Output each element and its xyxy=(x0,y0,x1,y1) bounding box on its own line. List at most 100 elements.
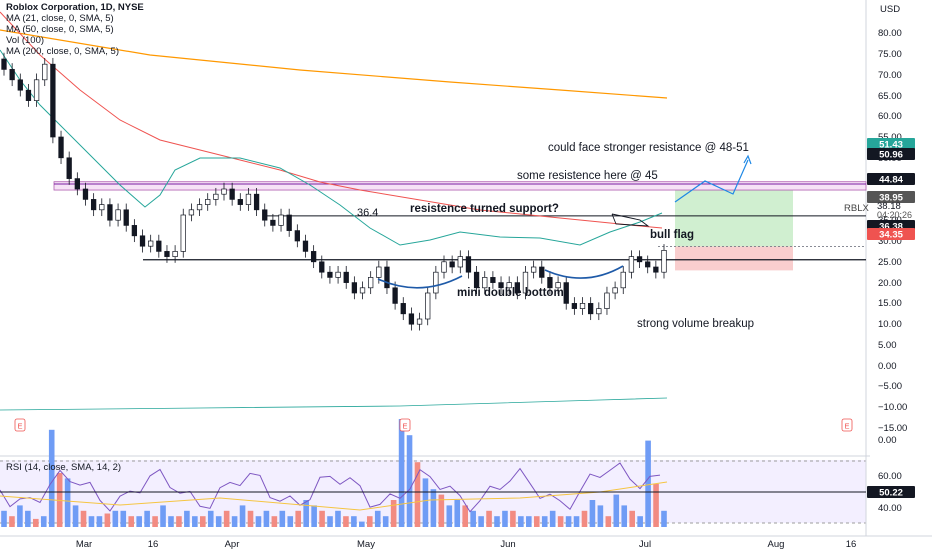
candle-body xyxy=(368,277,374,289)
rsi-legend: RSI (14, close, SMA, 14, 2) xyxy=(6,462,121,473)
candle-body xyxy=(1,58,7,70)
volume-bar xyxy=(645,440,651,527)
volume-bar xyxy=(104,513,111,527)
earnings-marker xyxy=(399,418,411,432)
volume-bar xyxy=(176,516,182,527)
candle-body xyxy=(286,214,292,231)
candle-body xyxy=(123,209,129,226)
candle-body xyxy=(555,282,561,289)
time-label: Jul xyxy=(639,539,651,550)
price-badge-text: 44.84 xyxy=(879,175,903,186)
candle-body xyxy=(571,303,578,309)
price-badge xyxy=(867,138,915,150)
price-badge-text: 34.35 xyxy=(879,230,903,241)
volume-bar xyxy=(311,505,317,527)
candle-body xyxy=(237,199,243,205)
volume-bar xyxy=(136,516,142,527)
price-tick-label: 65.00 xyxy=(878,91,902,102)
candle-body xyxy=(376,266,382,278)
volume-bar xyxy=(80,510,87,527)
volume-bar xyxy=(422,478,429,527)
earnings-letter: E xyxy=(402,422,407,431)
volume-bar xyxy=(366,516,373,527)
volume-bar xyxy=(486,510,492,527)
volume-bar xyxy=(510,510,516,527)
candle-body xyxy=(579,303,586,309)
price-tick-label: −10.00 xyxy=(878,402,907,413)
volume-bar xyxy=(470,510,476,527)
candle-body xyxy=(335,271,341,278)
volume-bar xyxy=(438,494,445,527)
volume-bar xyxy=(160,505,166,527)
price-badge xyxy=(867,486,915,498)
volume-bar xyxy=(64,478,71,527)
candle-body xyxy=(164,251,170,257)
volume-bar xyxy=(287,516,294,527)
price-badge-text: 36.38 xyxy=(879,222,903,233)
volume-bar xyxy=(247,510,254,527)
candle-body xyxy=(245,193,252,205)
candle-body xyxy=(213,193,219,200)
price-tick-label: 15.00 xyxy=(878,298,902,309)
candle-body xyxy=(547,277,553,289)
volume-bar xyxy=(255,516,262,527)
volume-bar xyxy=(565,516,572,527)
candle-body xyxy=(433,271,439,294)
time-label: Apr xyxy=(225,539,240,550)
candle-body xyxy=(33,79,40,101)
candle-body xyxy=(172,251,178,257)
candle-body xyxy=(50,63,56,138)
volume-bar xyxy=(351,516,357,527)
price-tick-label: 80.00 xyxy=(878,28,902,39)
volume-bar xyxy=(581,510,588,527)
ma21-line xyxy=(0,49,663,246)
currency-label: USD xyxy=(880,4,900,15)
price-tick-label: −5.00 xyxy=(878,381,902,392)
annotation-level-label: 36.4 xyxy=(357,207,378,219)
candle-body xyxy=(42,63,48,81)
volume-bar xyxy=(144,510,150,527)
earnings-marker xyxy=(14,418,26,432)
volume-bar xyxy=(454,500,461,527)
earnings-marker xyxy=(841,418,853,432)
volume-bar xyxy=(494,516,500,527)
volume-bar xyxy=(215,516,222,527)
projection-path xyxy=(674,159,749,203)
candle-body xyxy=(58,136,64,159)
candle-body xyxy=(400,303,406,315)
candle-body xyxy=(9,69,15,81)
rsi-tick-label: 60.00 xyxy=(878,471,902,482)
candle-body xyxy=(661,250,667,273)
candle-body xyxy=(457,256,463,268)
volume-bar xyxy=(573,516,580,527)
price-tick-label: 25.00 xyxy=(878,257,902,268)
candle-body xyxy=(416,318,423,325)
volume-bar xyxy=(661,510,667,527)
candle-body xyxy=(180,214,186,252)
candle-body xyxy=(449,261,455,268)
price-badge xyxy=(867,191,915,203)
candle-body xyxy=(262,209,268,221)
candle-body xyxy=(653,266,659,273)
ma200-line xyxy=(0,29,668,99)
candle-body xyxy=(205,199,211,205)
candle-body xyxy=(465,256,472,273)
price-tick-label: 30.00 xyxy=(878,236,902,247)
volume-bar xyxy=(152,516,158,527)
price-tick-label: 75.00 xyxy=(878,49,902,60)
volume-bar xyxy=(120,510,127,527)
candle-body xyxy=(473,271,480,289)
volume-bar xyxy=(359,521,365,527)
volume-bar xyxy=(382,516,389,527)
candle-body xyxy=(319,261,325,273)
volume-bar xyxy=(478,516,484,527)
stop-zone xyxy=(675,246,793,271)
candle-body xyxy=(612,287,618,294)
price-badge xyxy=(867,173,915,185)
volume-bar xyxy=(637,516,643,527)
candle-body xyxy=(441,261,447,273)
volume-bar xyxy=(263,510,270,527)
price-tick-label: 55.00 xyxy=(878,132,902,143)
